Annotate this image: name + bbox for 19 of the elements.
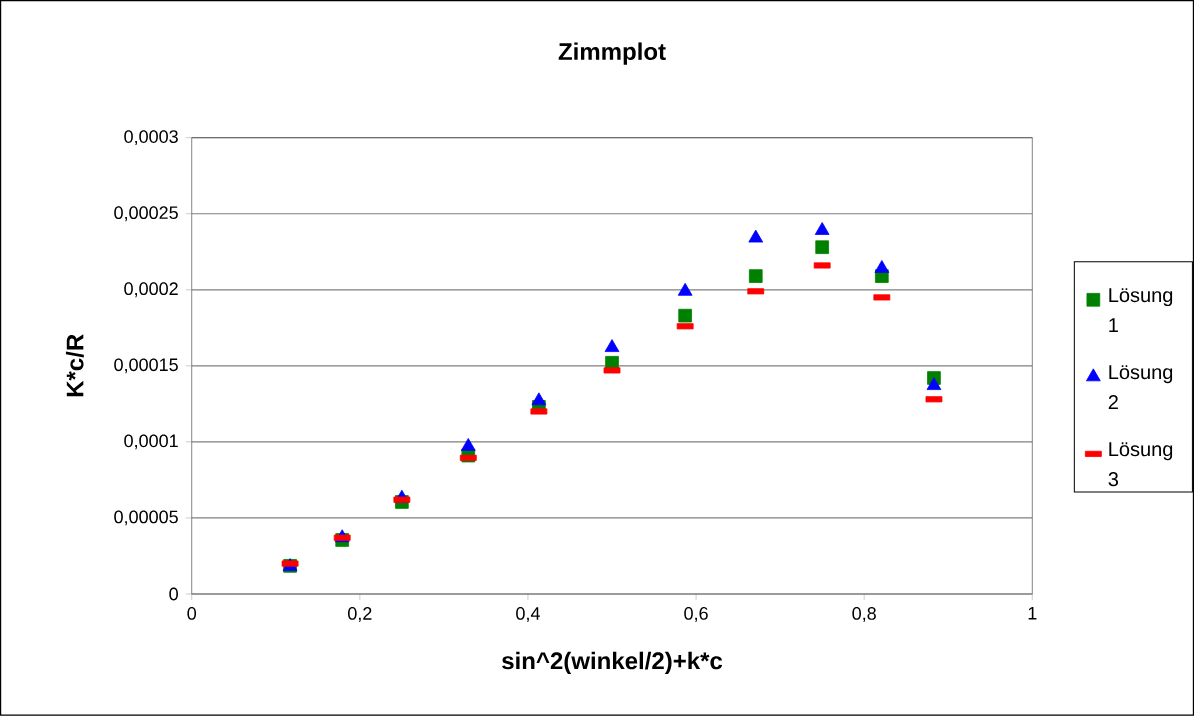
legend-label: Lösung 3 [1108, 442, 1173, 487]
y-tick-label: 0 [169, 587, 178, 601]
y-tick-label: 0,00005 [114, 510, 178, 526]
x-tick-label: 1 [1028, 607, 1037, 620]
x-axis-title: sin^2(winkel/2)+k*c [502, 651, 723, 675]
y-tick-label: 0,0002 [124, 282, 178, 298]
y-tick-label: 0,00015 [114, 358, 178, 374]
legend-label: Lösung 1 [1109, 288, 1173, 333]
y-tick-label: 0,0001 [124, 434, 178, 450]
x-tick-label: 0,2 [348, 607, 372, 623]
y-tick-label: 0,00025 [114, 206, 178, 222]
y-axis-title: K*c/R [65, 334, 84, 397]
x-tick-label: 0,6 [684, 607, 708, 623]
x-tick-label: 0,4 [516, 607, 540, 623]
legend-label: Lösung 2 [1108, 365, 1173, 410]
x-tick-label: 0,8 [852, 607, 876, 623]
chart-title: Zimmplot [558, 42, 666, 65]
y-tick-label: 0,0003 [124, 130, 178, 146]
x-tick-label: 0 [187, 607, 197, 620]
